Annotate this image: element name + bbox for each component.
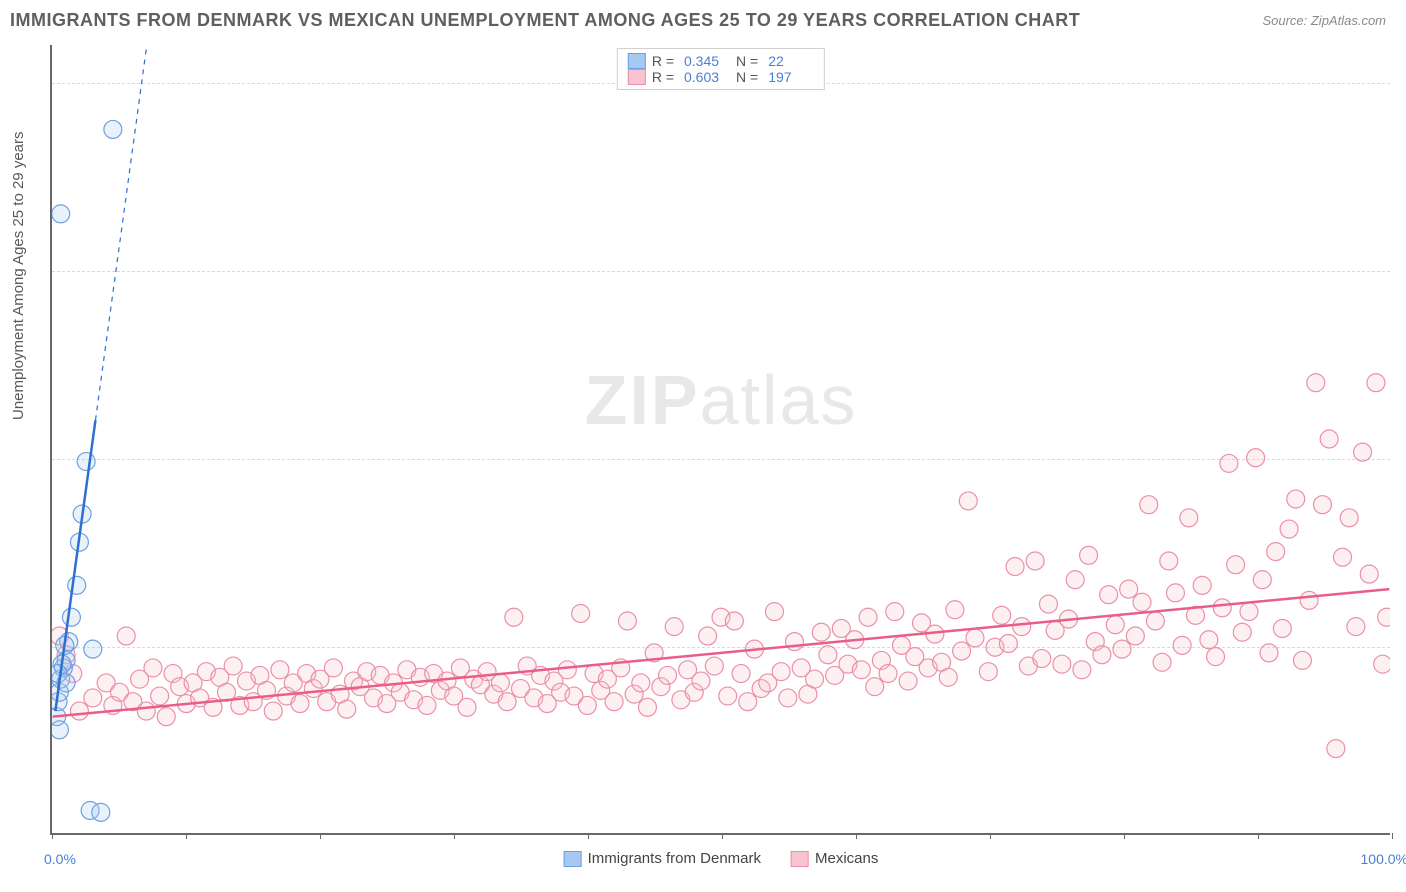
swatch-denmark <box>628 53 646 69</box>
legend-swatch-mexicans <box>791 851 809 867</box>
x-tick-mark <box>1258 833 1259 839</box>
chart-plot-area: ZIPatlas R = 0.345 N = 22 R = 0.603 N = … <box>50 45 1390 835</box>
x-tick-mark <box>1124 833 1125 839</box>
x-tick-0: 0.0% <box>44 851 76 867</box>
chart-title: IMMIGRANTS FROM DENMARK VS MEXICAN UNEMP… <box>10 10 1080 31</box>
legend-bottom: Immigrants from Denmark Mexicans <box>564 850 879 867</box>
n-value-denmark: 22 <box>764 53 814 69</box>
r-value-mexicans: 0.603 <box>680 69 730 85</box>
x-tick-100: 100.0% <box>1361 851 1406 867</box>
y-axis-label: Unemployment Among Ages 25 to 29 years <box>10 131 27 420</box>
x-tick-mark <box>990 833 991 839</box>
x-tick-mark <box>52 833 53 839</box>
chart-header: IMMIGRANTS FROM DENMARK VS MEXICAN UNEMP… <box>0 0 1406 36</box>
r-value-denmark: 0.345 <box>680 53 730 69</box>
x-tick-mark <box>1392 833 1393 839</box>
legend-row-denmark: R = 0.345 N = 22 <box>628 53 814 69</box>
x-tick-mark <box>186 833 187 839</box>
scatter-plot-svg <box>52 45 1390 833</box>
legend-row-mexicans: R = 0.603 N = 197 <box>628 69 814 85</box>
x-tick-mark <box>588 833 589 839</box>
correlation-legend: R = 0.345 N = 22 R = 0.603 N = 197 <box>617 48 825 90</box>
legend-swatch-denmark <box>564 851 582 867</box>
x-tick-mark <box>454 833 455 839</box>
chart-source: Source: ZipAtlas.com <box>1262 13 1386 28</box>
legend-item-denmark: Immigrants from Denmark <box>564 850 761 867</box>
legend-item-mexicans: Mexicans <box>791 850 878 867</box>
swatch-mexicans <box>628 69 646 85</box>
legend-label-denmark: Immigrants from Denmark <box>588 850 761 867</box>
x-tick-mark <box>320 833 321 839</box>
x-tick-mark <box>856 833 857 839</box>
n-value-mexicans: 197 <box>764 69 814 85</box>
x-tick-mark <box>722 833 723 839</box>
legend-label-mexicans: Mexicans <box>815 850 878 867</box>
